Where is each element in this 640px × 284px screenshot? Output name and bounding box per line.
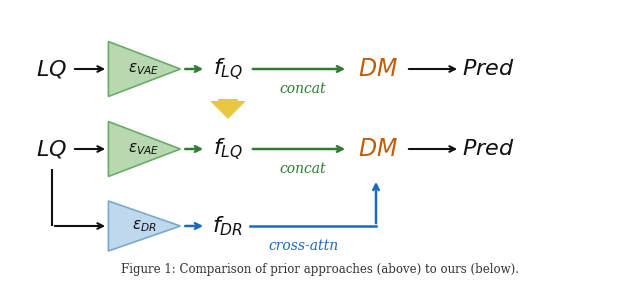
Text: $\varepsilon_{DR}$: $\varepsilon_{DR}$ bbox=[132, 218, 156, 234]
Text: concat: concat bbox=[280, 162, 326, 176]
Text: $Pred$: $Pred$ bbox=[462, 58, 514, 80]
Text: cross-attn: cross-attn bbox=[268, 239, 338, 253]
Text: concat: concat bbox=[280, 82, 326, 96]
Text: Figure 1: Comparison of prior approaches (above) to ours (below).: Figure 1: Comparison of prior approaches… bbox=[121, 263, 519, 276]
Text: $\varepsilon_{VAE}$: $\varepsilon_{VAE}$ bbox=[128, 61, 160, 77]
FancyArrow shape bbox=[210, 99, 246, 119]
Polygon shape bbox=[108, 122, 180, 176]
Text: $Pred$: $Pred$ bbox=[462, 138, 514, 160]
Text: $LQ$: $LQ$ bbox=[36, 138, 67, 160]
Text: $DM$: $DM$ bbox=[358, 57, 398, 81]
Text: $\varepsilon_{VAE}$: $\varepsilon_{VAE}$ bbox=[128, 141, 160, 157]
Polygon shape bbox=[108, 41, 180, 97]
Text: $DM$: $DM$ bbox=[358, 137, 398, 161]
Text: $f_{LQ}$: $f_{LQ}$ bbox=[213, 56, 243, 82]
Polygon shape bbox=[108, 201, 180, 251]
Text: $f_{LQ}$: $f_{LQ}$ bbox=[213, 136, 243, 162]
Text: $f_{DR}$: $f_{DR}$ bbox=[212, 214, 244, 238]
Text: $LQ$: $LQ$ bbox=[36, 58, 67, 80]
